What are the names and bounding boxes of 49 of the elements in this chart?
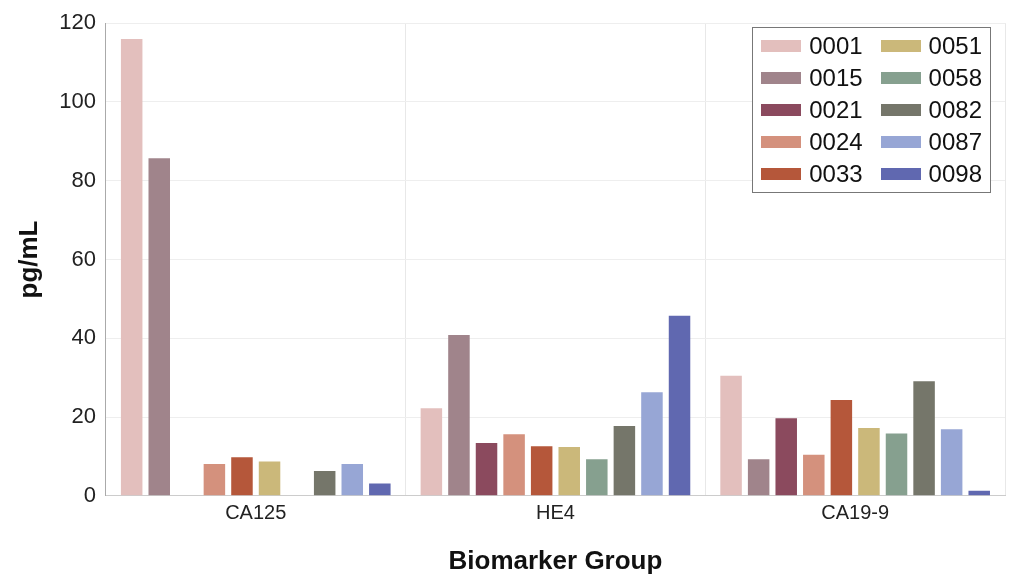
bar [803, 454, 825, 496]
legend-label: 0021 [809, 96, 863, 125]
bar [258, 461, 281, 496]
y-tick-label: 120 [59, 9, 96, 35]
y-tick-label: 100 [59, 88, 96, 114]
bar [448, 335, 470, 496]
y-tick-label: 60 [71, 245, 96, 271]
bar [475, 443, 498, 496]
bar [858, 428, 880, 496]
legend-label: 0051 [928, 32, 982, 61]
y-tick-label: 20 [71, 403, 96, 429]
legend-label: 0082 [928, 96, 982, 125]
legend-label: 0087 [928, 128, 982, 157]
y-tick-label: 0 [83, 481, 96, 507]
legend-label: 0098 [928, 160, 982, 189]
bar [747, 459, 770, 496]
x-tick-label: CA19-9 [821, 501, 890, 524]
legend-label: 0024 [809, 128, 863, 157]
bar [503, 434, 525, 496]
bar [420, 408, 443, 496]
bar [940, 429, 963, 496]
bar [668, 315, 691, 496]
bar [530, 446, 553, 496]
x-axis-title: Biomarker Group [448, 544, 663, 575]
bar [720, 375, 742, 496]
legend-label: 0015 [809, 64, 863, 93]
bar [120, 38, 143, 496]
bar [775, 418, 797, 496]
bar [203, 463, 226, 496]
bar [341, 463, 364, 496]
x-tick-label: CA125 [225, 501, 287, 524]
y-axis-title: pg/mL [12, 220, 43, 299]
bar [148, 158, 171, 496]
y-tick-label: 40 [71, 324, 96, 350]
legend-label: 0033 [809, 160, 863, 189]
y-tick-label: 80 [71, 166, 96, 192]
bar [885, 433, 908, 496]
bar [558, 446, 580, 496]
bar [641, 392, 663, 496]
legend-label: 0058 [928, 64, 982, 93]
bar [830, 400, 853, 496]
bar [913, 381, 935, 496]
legend-label: 0001 [809, 32, 863, 61]
bar [586, 459, 608, 496]
bar [613, 426, 636, 496]
x-tick-label: HE4 [536, 501, 575, 524]
bar [231, 457, 253, 496]
bar [369, 483, 391, 496]
bar [313, 470, 336, 496]
